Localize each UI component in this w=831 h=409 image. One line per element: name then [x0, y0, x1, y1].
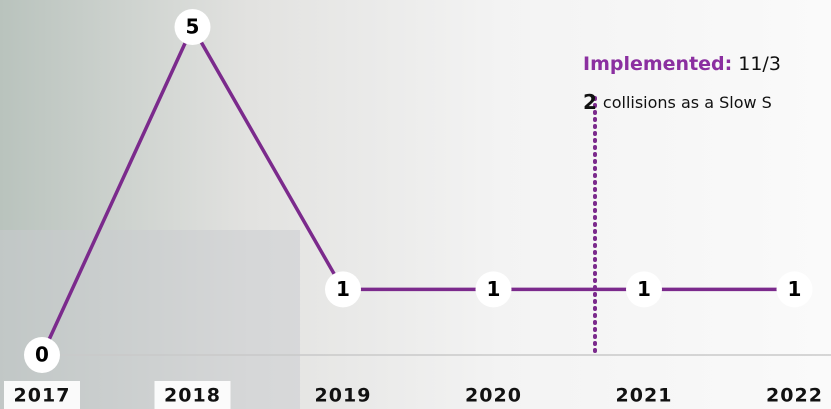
data-label: 1	[487, 277, 501, 301]
line	[40, 23, 795, 356]
x-tick-label: 2017	[14, 385, 71, 407]
annotation-count: 2	[583, 90, 597, 114]
annotation-implemented: Implemented: 11/3	[583, 53, 781, 75]
point	[776, 271, 813, 308]
year-label-bg	[4, 381, 80, 409]
point	[24, 337, 60, 373]
x-tick-label: 2019	[315, 385, 372, 407]
x-tick-label: 2021	[616, 385, 673, 407]
point	[475, 271, 512, 308]
annotation-text: collisions as a Slow S	[603, 93, 772, 112]
annotation-label: Implemented:	[583, 53, 732, 75]
point	[626, 271, 662, 308]
year-label-bg	[154, 381, 231, 409]
x-tick-label: 2022	[766, 385, 823, 407]
point	[174, 9, 211, 45]
x-tick-label: 2018	[164, 385, 221, 407]
data-label: 5	[186, 15, 200, 39]
annotation-date: 11/3	[738, 53, 781, 75]
data-label: 1	[637, 277, 651, 301]
photo-street	[0, 230, 300, 409]
data-label: 1	[336, 277, 350, 301]
data-label: 1	[788, 277, 802, 301]
annotation-collisions: 2 collisions as a Slow S	[583, 90, 772, 114]
data-label: 0	[35, 343, 49, 367]
x-tick-label: 2020	[465, 385, 522, 407]
point	[325, 271, 361, 308]
